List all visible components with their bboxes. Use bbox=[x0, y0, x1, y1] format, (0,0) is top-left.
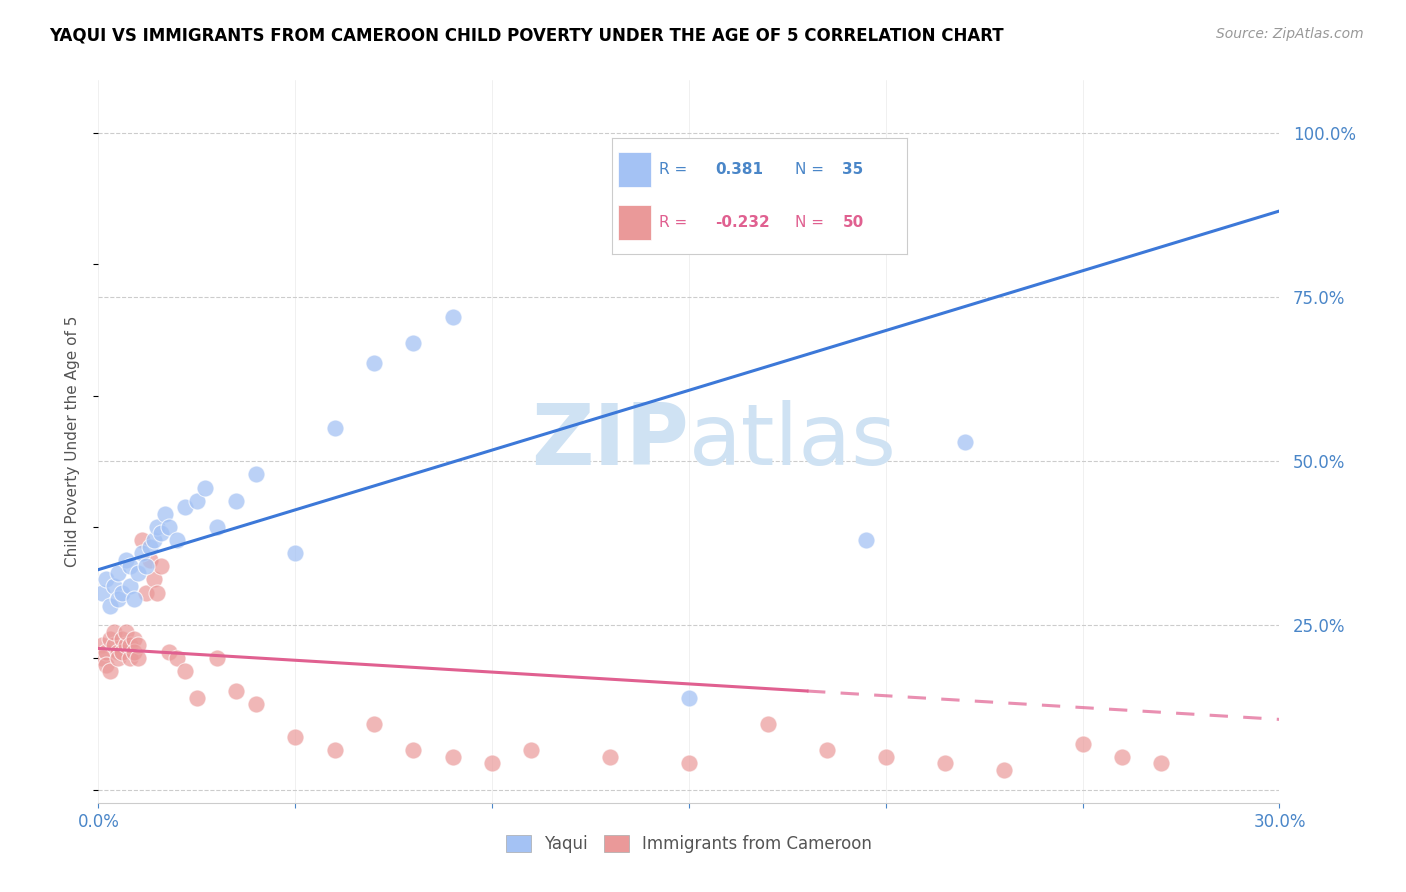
Text: YAQUI VS IMMIGRANTS FROM CAMEROON CHILD POVERTY UNDER THE AGE OF 5 CORRELATION C: YAQUI VS IMMIGRANTS FROM CAMEROON CHILD … bbox=[49, 27, 1004, 45]
Point bbox=[122, 632, 145, 646]
Point bbox=[96, 657, 118, 672]
Point bbox=[96, 573, 118, 587]
Text: atlas: atlas bbox=[689, 400, 897, 483]
Point bbox=[131, 533, 153, 547]
Point bbox=[107, 566, 129, 580]
Text: Source: ZipAtlas.com: Source: ZipAtlas.com bbox=[1216, 27, 1364, 41]
Point bbox=[855, 533, 877, 547]
Point bbox=[150, 559, 173, 574]
Legend: Yaqui, Immigrants from Cameroon: Yaqui, Immigrants from Cameroon bbox=[499, 828, 879, 860]
Point bbox=[194, 481, 217, 495]
Point bbox=[96, 645, 118, 659]
Point bbox=[138, 553, 160, 567]
Point bbox=[127, 651, 149, 665]
Point bbox=[363, 717, 385, 731]
Point bbox=[98, 665, 121, 679]
Point bbox=[993, 763, 1015, 777]
Text: ZIP: ZIP bbox=[531, 400, 689, 483]
Point bbox=[118, 638, 141, 652]
Point bbox=[441, 749, 464, 764]
Point bbox=[115, 625, 138, 640]
Point bbox=[875, 749, 897, 764]
Point bbox=[174, 500, 197, 515]
Point bbox=[138, 540, 160, 554]
Point bbox=[323, 421, 346, 435]
Point bbox=[284, 546, 307, 560]
Point bbox=[953, 434, 976, 449]
Y-axis label: Child Poverty Under the Age of 5: Child Poverty Under the Age of 5 bbox=[65, 316, 80, 567]
Point bbox=[1150, 756, 1173, 771]
Point bbox=[91, 638, 114, 652]
Point bbox=[174, 665, 197, 679]
Point bbox=[441, 310, 464, 324]
Point bbox=[157, 520, 180, 534]
Point bbox=[157, 645, 180, 659]
Point bbox=[122, 645, 145, 659]
Point bbox=[103, 579, 125, 593]
Point bbox=[284, 730, 307, 744]
Point bbox=[205, 651, 228, 665]
Point bbox=[481, 756, 503, 771]
Point bbox=[91, 651, 114, 665]
Point bbox=[115, 553, 138, 567]
Point bbox=[756, 717, 779, 731]
Point bbox=[111, 585, 134, 599]
Point bbox=[678, 690, 700, 705]
Point bbox=[166, 651, 188, 665]
Point bbox=[146, 520, 169, 534]
Point bbox=[225, 684, 247, 698]
Point bbox=[127, 638, 149, 652]
Point bbox=[245, 467, 267, 482]
Point bbox=[155, 507, 177, 521]
Point bbox=[815, 743, 838, 757]
Point bbox=[107, 651, 129, 665]
Point bbox=[402, 743, 425, 757]
Point bbox=[118, 651, 141, 665]
Point bbox=[934, 756, 956, 771]
Point bbox=[142, 533, 165, 547]
Point bbox=[103, 625, 125, 640]
Point bbox=[520, 743, 543, 757]
Point bbox=[1071, 737, 1094, 751]
Point bbox=[98, 599, 121, 613]
Point bbox=[1111, 749, 1133, 764]
Point bbox=[118, 559, 141, 574]
Point bbox=[127, 566, 149, 580]
Point bbox=[122, 592, 145, 607]
Point bbox=[107, 592, 129, 607]
Point bbox=[118, 579, 141, 593]
Point bbox=[115, 638, 138, 652]
Point bbox=[103, 638, 125, 652]
Point bbox=[111, 632, 134, 646]
Point bbox=[131, 546, 153, 560]
Point bbox=[111, 645, 134, 659]
Point bbox=[402, 336, 425, 351]
Point bbox=[135, 585, 157, 599]
Point bbox=[323, 743, 346, 757]
Point bbox=[98, 632, 121, 646]
Point bbox=[186, 690, 208, 705]
Point bbox=[225, 493, 247, 508]
Point bbox=[135, 559, 157, 574]
Point bbox=[146, 585, 169, 599]
Point bbox=[107, 645, 129, 659]
Point bbox=[599, 749, 621, 764]
Point bbox=[166, 533, 188, 547]
Point bbox=[150, 526, 173, 541]
Point bbox=[678, 756, 700, 771]
Point bbox=[205, 520, 228, 534]
Point bbox=[245, 698, 267, 712]
Point bbox=[363, 356, 385, 370]
Point bbox=[186, 493, 208, 508]
Point bbox=[91, 585, 114, 599]
Point bbox=[142, 573, 165, 587]
